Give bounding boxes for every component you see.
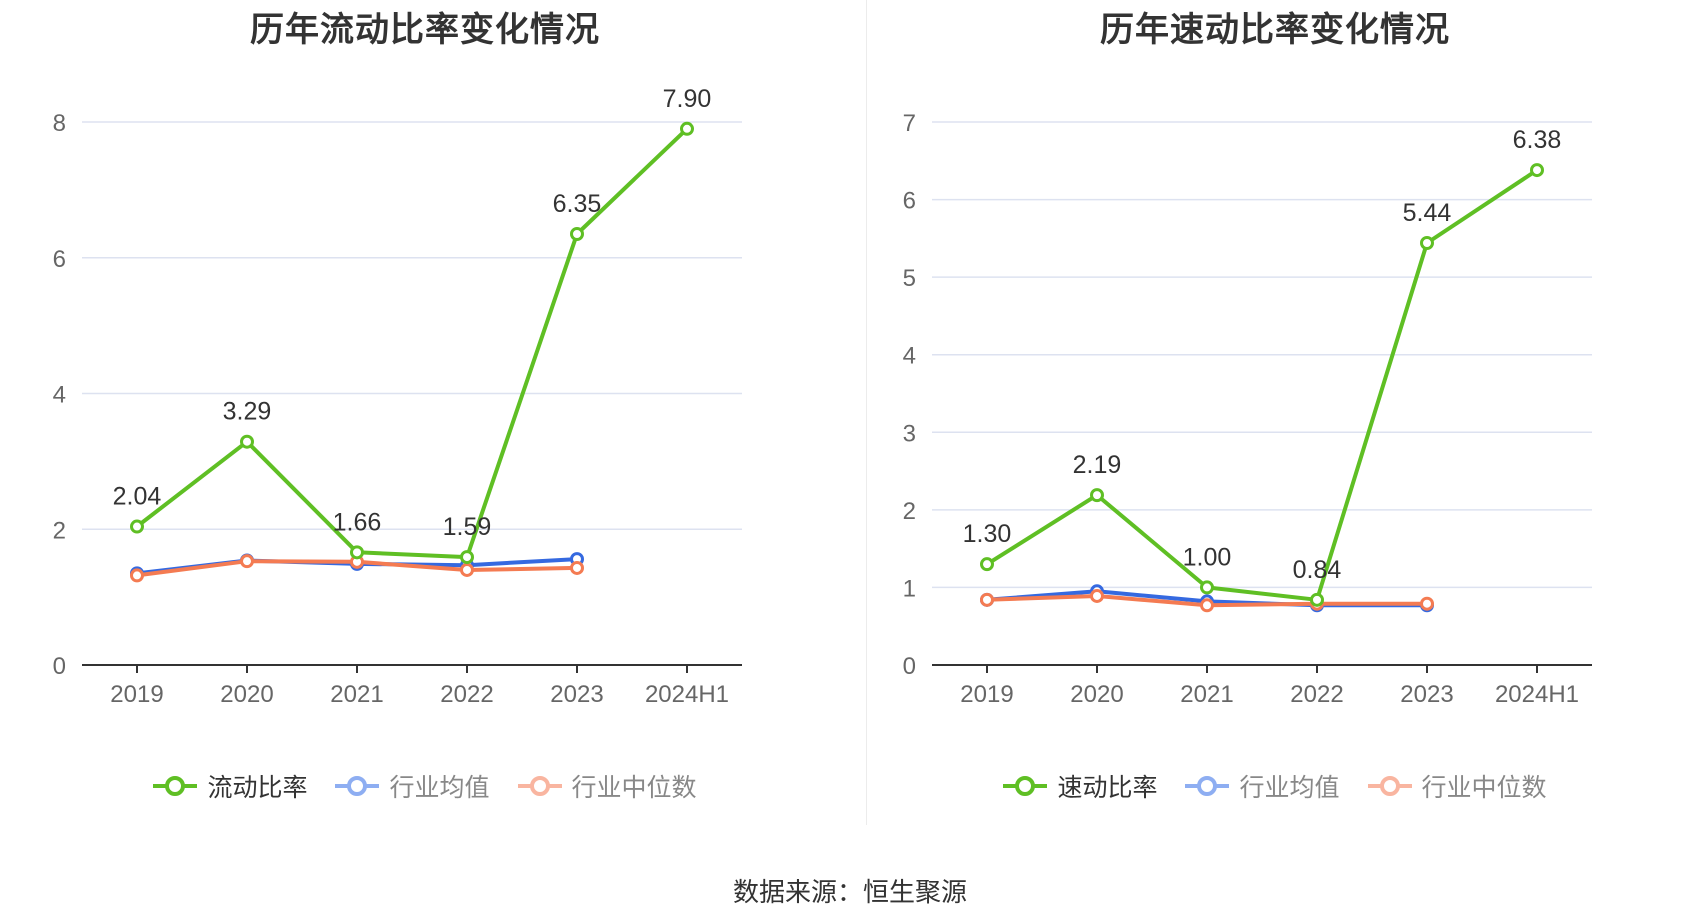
x-tick-label: 2021 (330, 681, 383, 708)
data-label: 1.30 (963, 520, 1012, 548)
quick-ratio-chart: 历年速动比率变化情况 0 1 2 3 4 5 6 7 2019 2020 2021 2022 2023 2… (850, 0, 1700, 830)
x-tick-label: 2023 (1400, 681, 1453, 708)
data-point-median (1200, 598, 1214, 613)
data-label: 1.66 (333, 508, 382, 536)
legend-item-industry-average[interactable]: 行业均值 (1185, 768, 1340, 804)
data-point-median (130, 568, 144, 583)
data-point-main (130, 519, 144, 534)
y-tick-label: 8 (53, 110, 66, 137)
x-tick-label: 2020 (220, 681, 273, 708)
legend-item-industry-average[interactable]: 行业均值 (335, 768, 490, 804)
x-tick-label: 2022 (1290, 681, 1343, 708)
y-tick-label: 4 (903, 343, 916, 370)
legend-line-icon (1367, 776, 1412, 796)
legend-line-icon (1185, 776, 1230, 796)
y-tick-label: 3 (903, 420, 916, 447)
legend-line-icon (517, 776, 562, 796)
x-tick-label: 2020 (1070, 681, 1123, 708)
y-tick-label: 2 (903, 498, 916, 525)
y-tick-label: 6 (53, 246, 66, 273)
x-tick-label: 2019 (960, 681, 1013, 708)
legend-label: 行业中位数 (571, 773, 697, 802)
data-label: 2.04 (113, 483, 162, 511)
x-tick-label: 2019 (110, 681, 163, 708)
data-label: 5.44 (1403, 199, 1452, 227)
chart-legend: 速动比率 行业均值 行业中位数 (850, 768, 1700, 804)
data-label: 3.29 (223, 398, 272, 426)
x-tick-label: 2024H1 (1495, 681, 1579, 708)
chart-title: 历年速动比率变化情况 (1100, 10, 1450, 50)
data-point-main (1530, 163, 1544, 178)
y-tick-label: 4 (53, 382, 66, 409)
legend-item-quick-ratio[interactable]: 速动比率 (1003, 768, 1157, 804)
legend-item-industry-median[interactable]: 行业中位数 (1367, 768, 1547, 804)
legend-item-industry-median[interactable]: 行业中位数 (517, 768, 697, 804)
data-point-main (1310, 592, 1324, 607)
data-point-main (240, 434, 254, 449)
data-point-main (350, 545, 364, 560)
y-tick-label: 1 (903, 575, 916, 602)
legend-label: 行业均值 (389, 773, 490, 802)
x-tick-label: 2023 (550, 681, 603, 708)
series-line-main (135, 127, 689, 560)
data-point-median (1420, 596, 1434, 611)
legend-label: 行业中位数 (1421, 773, 1547, 802)
data-label: 0.84 (1293, 556, 1342, 584)
y-tick-label: 2 (53, 517, 66, 544)
data-point-median (1090, 588, 1104, 603)
data-source-note: 数据来源：恒生聚源 (732, 878, 967, 908)
y-tick-label: 6 (903, 188, 916, 215)
series-line-main (985, 168, 1539, 602)
data-point-median (980, 592, 994, 607)
y-tick-label: 7 (903, 110, 916, 137)
data-point-median (460, 562, 474, 577)
data-label: 1.00 (1183, 543, 1232, 571)
data-point-median (570, 560, 584, 575)
data-point-main (1200, 580, 1214, 595)
chart-title: 历年流动比率变化情况 (250, 10, 600, 50)
legend-line-icon (153, 776, 198, 796)
legend-label: 速动比率 (1057, 773, 1158, 802)
quick-ratio-plot: 0 1 2 3 4 5 6 7 2019 2020 2021 2022 2023 2024H1 1.30 2.… (903, 110, 1592, 708)
data-point-main (570, 226, 584, 241)
panel-divider (866, 0, 867, 825)
legend-label: 行业均值 (1239, 773, 1340, 802)
chart-legend: 流动比率 行业均值 行业中位数 (0, 768, 850, 804)
data-point-median (240, 554, 254, 569)
y-tick-label: 0 (53, 653, 66, 680)
y-tick-label: 5 (903, 265, 916, 292)
y-tick-label: 0 (903, 653, 916, 680)
legend-item-current-ratio[interactable]: 流动比率 (153, 768, 307, 804)
data-label: 1.59 (443, 513, 492, 541)
data-label: 2.19 (1073, 451, 1122, 479)
data-label: 6.38 (1513, 126, 1562, 154)
data-point-main (460, 550, 474, 565)
data-point-main (1420, 236, 1434, 251)
legend-line-icon (1003, 776, 1048, 796)
x-tick-label: 2024H1 (645, 681, 729, 708)
data-label: 7.90 (663, 85, 712, 113)
x-tick-label: 2022 (440, 681, 493, 708)
data-point-main (980, 557, 994, 572)
legend-label: 流动比率 (207, 773, 308, 802)
legend-line-icon (335, 776, 380, 796)
data-point-main (680, 121, 694, 136)
data-point-main (1090, 488, 1104, 503)
data-label: 6.35 (553, 190, 602, 218)
current-ratio-plot: 0 2 4 6 8 2019 2020 2021 2022 2023 2024H1 2.04 3.29 1… (53, 85, 742, 708)
current-ratio-chart: 历年流动比率变化情况 0 2 4 6 8 2019 2020 2021 2022 2023 2024… (0, 0, 850, 830)
x-tick-label: 2021 (1180, 681, 1233, 708)
